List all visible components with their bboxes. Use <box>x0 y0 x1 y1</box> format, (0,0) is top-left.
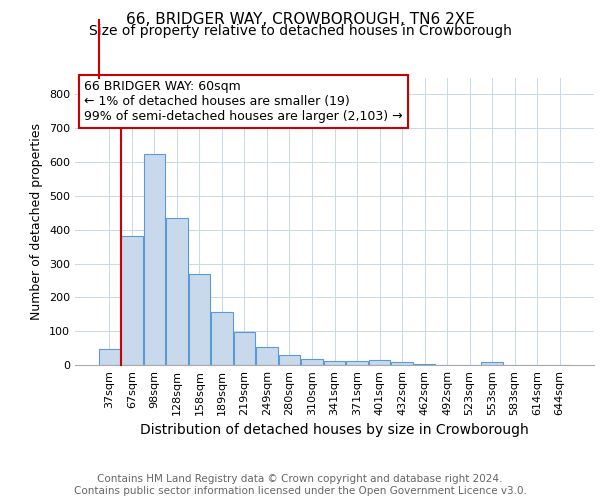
Bar <box>98 349 120 365</box>
Text: Size of property relative to detached houses in Crowborough: Size of property relative to detached ho… <box>89 24 511 38</box>
Text: 66 BRIDGER WAY: 60sqm
← 1% of detached houses are smaller (19)
99% of semi-detac: 66 BRIDGER WAY: 60sqm ← 1% of detached h… <box>84 80 403 123</box>
Text: 66, BRIDGER WAY, CROWBOROUGH, TN6 2XE: 66, BRIDGER WAY, CROWBOROUGH, TN6 2XE <box>125 12 475 28</box>
Text: Contains HM Land Registry data © Crown copyright and database right 2024.
Contai: Contains HM Land Registry data © Crown c… <box>74 474 526 496</box>
Bar <box>279 355 300 365</box>
Bar <box>121 236 143 365</box>
Bar <box>143 154 165 365</box>
Bar <box>369 360 390 365</box>
Bar <box>211 312 233 365</box>
X-axis label: Distribution of detached houses by size in Crowborough: Distribution of detached houses by size … <box>140 424 529 438</box>
Bar <box>346 362 368 365</box>
Bar <box>324 362 345 365</box>
Bar <box>301 359 323 365</box>
Bar <box>166 218 188 365</box>
Bar <box>481 362 503 365</box>
Bar <box>234 332 255 365</box>
Y-axis label: Number of detached properties: Number of detached properties <box>31 122 43 320</box>
Bar <box>188 274 210 365</box>
Bar <box>391 362 413 365</box>
Bar <box>256 347 278 365</box>
Bar <box>414 364 435 365</box>
